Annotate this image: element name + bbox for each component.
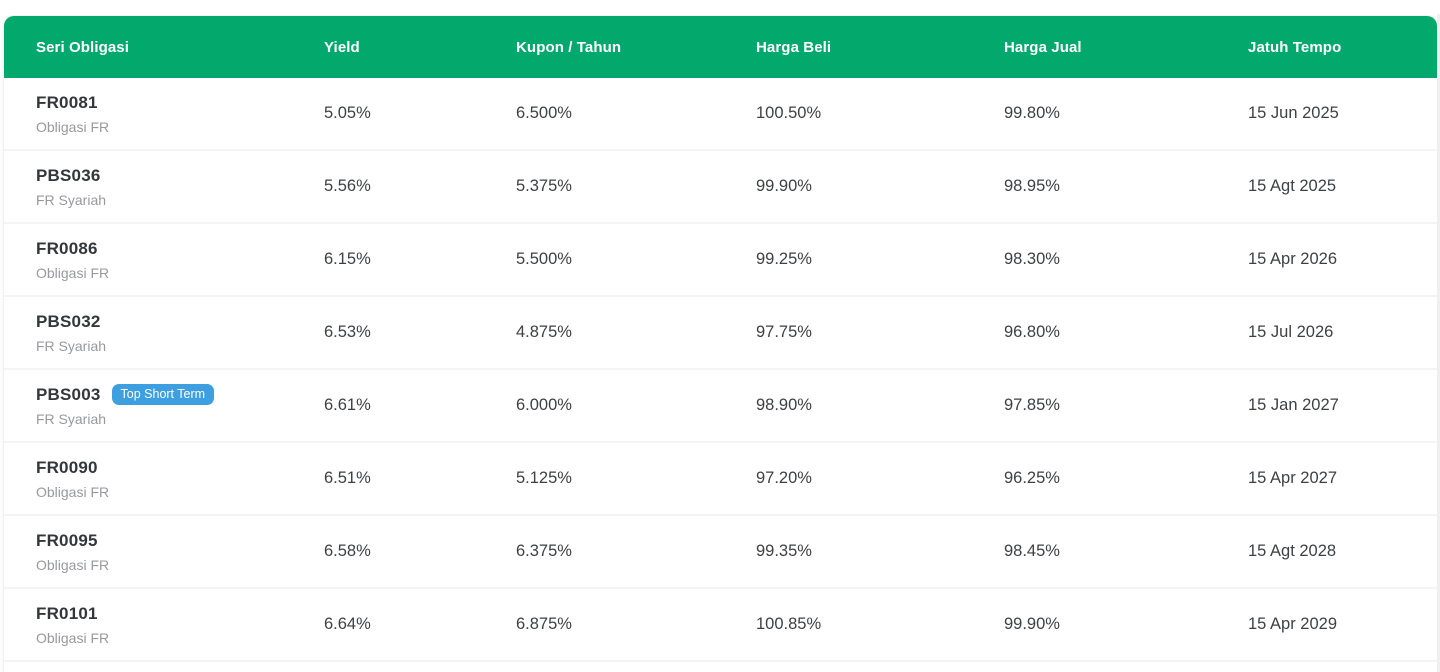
kupon-value: 5.375% [516, 177, 572, 195]
yield-value: 6.61% [324, 396, 371, 414]
harga-beli-value: 97.20% [756, 469, 812, 487]
jatuh-tempo-value: 15 Agt 2028 [1248, 542, 1337, 560]
harga-jual-value: 96.25% [1004, 469, 1060, 487]
bond-code: PBS032 [36, 311, 101, 331]
harga-jual-value: 99.90% [1004, 615, 1060, 633]
harga-beli-value: 100.85% [756, 615, 822, 633]
jatuh-tempo-value: 15 Agt 2025 [1248, 177, 1337, 195]
bond-type: Obligasi FR [36, 629, 110, 646]
harga-jual-value: 98.45% [1004, 542, 1060, 560]
column-header-kupon-tahun: Kupon / Tahun [516, 38, 622, 56]
scrollbar-track[interactable] [1437, 14, 1440, 672]
bond-type: FR Syariah [36, 191, 107, 208]
kupon-value: 4.875% [516, 323, 572, 341]
table-row-fr0081[interactable]: FR0081 Obligasi FR 5.05% 6.500% 100.50% … [4, 78, 1437, 151]
bond-type: FR Syariah [36, 337, 107, 354]
jatuh-tempo-value: 15 Jan 2027 [1248, 396, 1339, 414]
kupon-value: 6.000% [516, 396, 572, 414]
yield-value: 6.58% [324, 542, 371, 560]
table-row-pbs036[interactable]: PBS036 FR Syariah 5.56% 5.375% 99.90% 98… [4, 151, 1437, 224]
harga-jual-value: 98.30% [1004, 250, 1060, 268]
kupon-value: 6.375% [516, 542, 572, 560]
yield-value: 5.05% [324, 104, 371, 122]
kupon-value: 6.500% [516, 104, 572, 122]
jatuh-tempo-value: 15 Apr 2026 [1248, 250, 1337, 268]
bond-code: FR0081 [36, 92, 98, 112]
bond-series-cell: FR0090 Obligasi FR [36, 458, 324, 500]
bond-table-card: Seri Obligasi Yield Kupon / Tahun Harga … [4, 16, 1437, 672]
harga-beli-value: 97.75% [756, 323, 812, 341]
bond-series-cell: FR0086 Obligasi FR [36, 239, 324, 281]
bond-series-cell: FR0081 Obligasi FR [36, 93, 324, 135]
partial-next-row [4, 662, 1437, 672]
bond-type: Obligasi FR [36, 556, 110, 573]
column-header-jatuh-tempo: Jatuh Tempo [1248, 38, 1342, 56]
bond-code: FR0101 [36, 603, 98, 623]
harga-jual-value: 97.85% [1004, 396, 1060, 414]
yield-value: 6.64% [324, 615, 371, 633]
jatuh-tempo-value: 15 Apr 2027 [1248, 469, 1337, 487]
column-header-harga-beli: Harga Beli [756, 38, 832, 56]
harga-beli-value: 99.25% [756, 250, 812, 268]
bond-code: FR0086 [36, 238, 98, 258]
table-row-fr0101[interactable]: FR0101 Obligasi FR 6.64% 6.875% 100.85% … [4, 589, 1437, 662]
bond-type: Obligasi FR [36, 264, 110, 281]
harga-beli-value: 99.35% [756, 542, 812, 560]
harga-beli-value: 98.90% [756, 396, 812, 414]
bond-type: Obligasi FR [36, 483, 110, 500]
bond-code: PBS003 [36, 384, 101, 404]
jatuh-tempo-value: 15 Jul 2026 [1248, 323, 1334, 341]
bond-series-cell: FR0095 Obligasi FR [36, 531, 324, 573]
bond-series-cell: PBS003 Top Short Term FR Syariah [36, 383, 324, 428]
kupon-value: 5.125% [516, 469, 572, 487]
bond-code: PBS036 [36, 165, 101, 185]
bond-series-cell: PBS032 FR Syariah [36, 312, 324, 354]
table-row-fr0086[interactable]: FR0086 Obligasi FR 6.15% 5.500% 99.25% 9… [4, 224, 1437, 297]
jatuh-tempo-value: 15 Apr 2029 [1248, 615, 1337, 633]
bond-type: FR Syariah [36, 411, 107, 428]
jatuh-tempo-value: 15 Jun 2025 [1248, 104, 1339, 122]
harga-jual-value: 99.80% [1004, 104, 1060, 122]
kupon-value: 5.500% [516, 250, 572, 268]
bond-series-cell: FR0101 Obligasi FR [36, 604, 324, 646]
kupon-value: 6.875% [516, 615, 572, 633]
harga-jual-value: 96.80% [1004, 323, 1060, 341]
table-row-pbs003[interactable]: PBS003 Top Short Term FR Syariah 6.61% 6… [4, 370, 1437, 443]
column-header-yield: Yield [324, 38, 360, 56]
table-row-pbs032[interactable]: PBS032 FR Syariah 6.53% 4.875% 97.75% 96… [4, 297, 1437, 370]
yield-value: 6.15% [324, 250, 371, 268]
yield-value: 6.51% [324, 469, 371, 487]
bond-type: Obligasi FR [36, 118, 110, 135]
top-short-term-badge: Top Short Term [111, 383, 215, 406]
harga-beli-value: 100.50% [756, 104, 822, 122]
table-row-fr0095[interactable]: FR0095 Obligasi FR 6.58% 6.375% 99.35% 9… [4, 516, 1437, 589]
yield-value: 5.56% [324, 177, 371, 195]
table-header-row: Seri Obligasi Yield Kupon / Tahun Harga … [4, 16, 1437, 78]
bond-code: FR0095 [36, 530, 98, 550]
column-header-harga-jual: Harga Jual [1004, 38, 1082, 56]
bond-series-cell: PBS036 FR Syariah [36, 166, 324, 208]
column-header-seri-obligasi: Seri Obligasi [36, 38, 129, 56]
table-row-fr0090[interactable]: FR0090 Obligasi FR 6.51% 5.125% 97.20% 9… [4, 443, 1437, 516]
bond-code: FR0090 [36, 457, 98, 477]
yield-value: 6.53% [324, 323, 371, 341]
harga-beli-value: 99.90% [756, 177, 812, 195]
harga-jual-value: 98.95% [1004, 177, 1060, 195]
